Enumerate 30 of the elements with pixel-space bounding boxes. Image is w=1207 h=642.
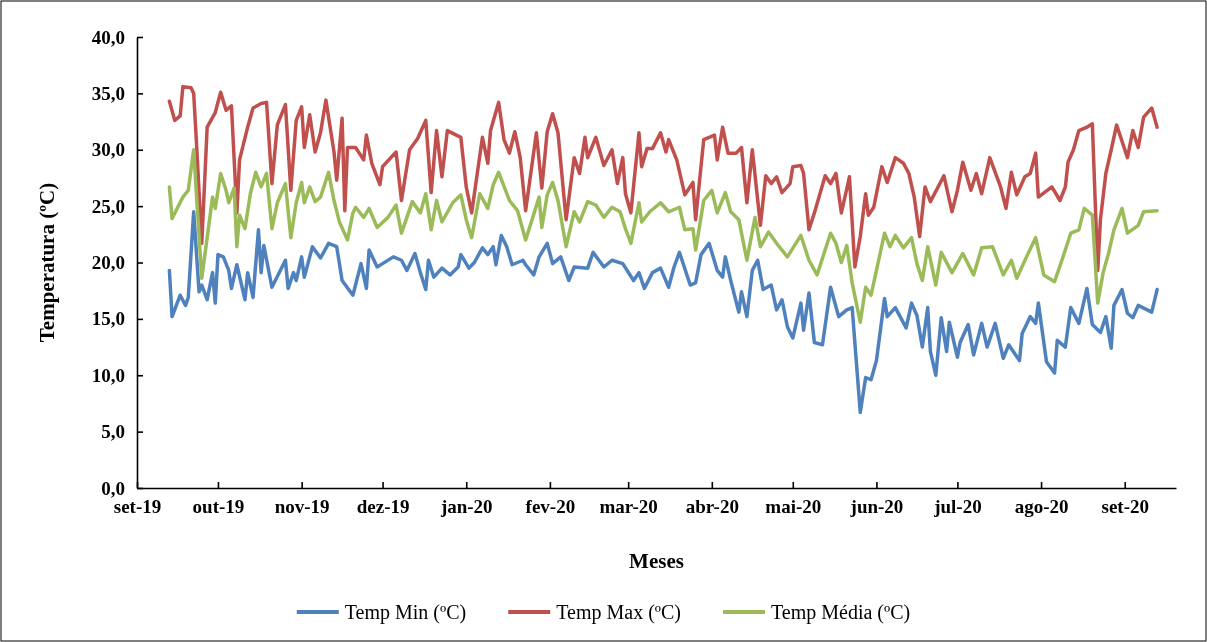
x-tick-label: out-19	[192, 496, 245, 518]
y-tick-label: 30,0	[91, 139, 125, 161]
y-axis-title: Temperatura (ºC)	[35, 182, 59, 343]
legend-label: Temp Min (ºC)	[344, 601, 467, 624]
y-tick-label: 15,0	[91, 308, 125, 330]
y-tick-label: 10,0	[91, 364, 125, 386]
legend-label: Temp Média (ºC)	[771, 601, 911, 624]
x-tick-label: abr-20	[685, 496, 739, 518]
x-tick-label: mar-20	[599, 496, 658, 518]
y-tick-label: 35,0	[91, 82, 125, 104]
x-tick-label: jul-20	[933, 496, 982, 518]
x-axis-title: Meses	[629, 549, 684, 573]
y-tick-label: 20,0	[91, 252, 125, 274]
x-tick-label: set-19	[113, 496, 162, 518]
x-tick-label: jun-20	[849, 496, 904, 518]
x-tick-label: nov-19	[274, 496, 330, 518]
x-tick-label: mai-20	[765, 496, 822, 518]
y-tick-label: 40,0	[91, 26, 125, 48]
x-tick-label: dez-19	[356, 496, 410, 518]
line-series	[167, 210, 1159, 415]
legend-label: Temp Max (ºC)	[556, 601, 682, 624]
x-tick-label: jan-20	[439, 496, 493, 518]
x-tick-label: fev-20	[525, 496, 576, 518]
line-series	[167, 148, 1159, 325]
x-tick-label: ago-20	[1014, 496, 1069, 518]
line-series	[167, 84, 1159, 273]
x-tick-label: set-20	[1101, 496, 1149, 518]
y-tick-label: 0,0	[101, 477, 125, 499]
y-tick-label: 25,0	[91, 195, 125, 217]
y-tick-label: 5,0	[101, 421, 125, 443]
